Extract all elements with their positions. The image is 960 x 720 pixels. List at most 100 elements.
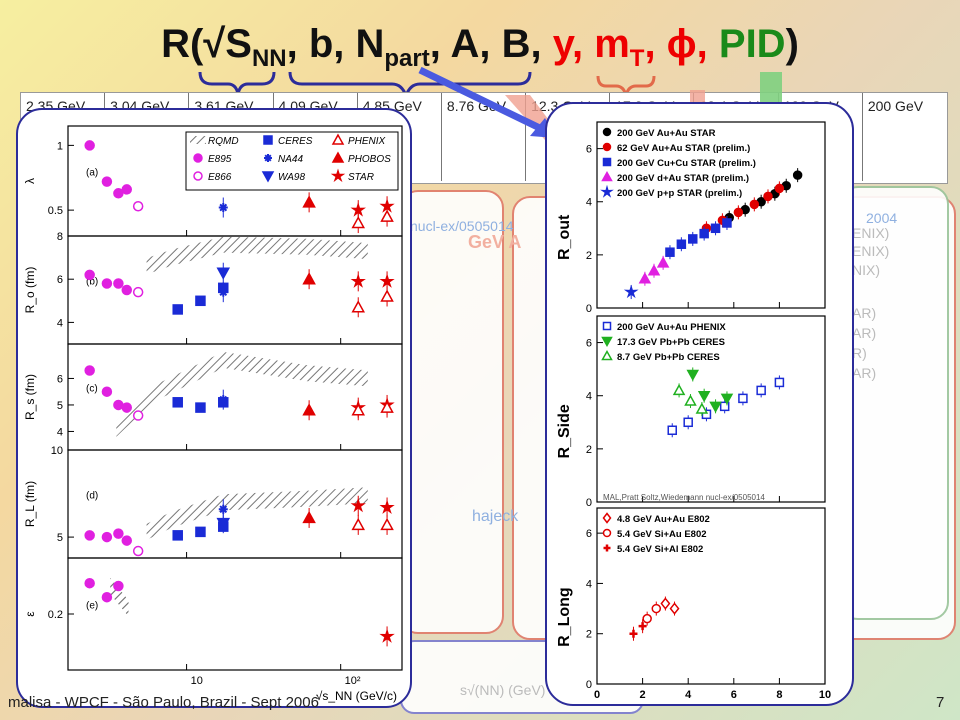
point-17-3-gev-pb-pb-ceres: [686, 369, 700, 382]
point-e895: [84, 577, 95, 589]
point-phenix: [351, 403, 366, 416]
ghost-text-6: ENIX): [852, 243, 890, 259]
left-legend: RQMD CERES PHENIX E895 NA44 PHOBOS E866 WA98 STA…: [185, 131, 399, 191]
point-200-gev-cu-cu-star-prelim: [665, 247, 675, 257]
y-tick-label: 5: [57, 400, 63, 412]
y-tick-label: 0: [586, 497, 592, 509]
ghost-text-11: AR): [852, 365, 877, 381]
x-tick-label: 0: [594, 689, 600, 701]
strip-divider: [861, 93, 863, 181]
legend-label: 200 GeV Cu+Cu STAR (prelim.): [617, 158, 756, 169]
point-62-gev-au-au-star-prelim: [774, 183, 785, 194]
point-ceres: [195, 526, 206, 538]
y-tick-label: 6: [586, 338, 592, 350]
legend-label: 200 GeV Au+Au PHENIX: [617, 322, 726, 333]
legend-label: 200 GeV p+p STAR (prelim.): [617, 188, 742, 199]
y-axis-label: R_Side: [556, 404, 573, 458]
point-phobos: [302, 195, 316, 208]
legend-label: 200 GeV Au+Au STAR: [617, 128, 716, 139]
left-subplot-3: 5 10 R_L (fm) (d): [23, 445, 403, 559]
legend-marker-5-4-gev-si-al-e802: [603, 544, 611, 552]
point-ceres: [195, 295, 206, 307]
point-e895: [113, 278, 124, 289]
point-4-8-gev-au-au-e802: [669, 602, 680, 615]
point-phobos: [302, 510, 316, 524]
point-e895: [101, 278, 113, 289]
right-subplot-frame: [596, 121, 826, 309]
background-panel-1: [400, 190, 504, 634]
point-8-7-gev-pb-pb-ceres: [684, 394, 697, 406]
ghost-text-3: hajeck: [472, 508, 519, 525]
legend-marker-na44: [264, 154, 272, 162]
background-panel-3: [840, 186, 949, 620]
x-tick-label: 6: [731, 689, 737, 701]
point-e895: [101, 386, 113, 397]
strip-divider: [440, 93, 442, 181]
y-tick-label: 4: [586, 578, 592, 590]
point-e866: [132, 286, 144, 298]
legend-marker-e895: [193, 153, 203, 163]
point-na44: [218, 287, 228, 297]
legend-marker-200-gev-au-au-phenix: [602, 321, 612, 331]
point-na44: [218, 203, 228, 213]
y-tick-label: 8: [57, 231, 63, 243]
legend-marker-200-gev-p-p-star-prelim: [600, 184, 614, 198]
legend-marker-wa98: [261, 171, 275, 183]
legend-label: 5.4 GeV Si+Au E802: [617, 529, 707, 540]
left-subplot-frame: [67, 557, 403, 671]
point-phenix: [380, 289, 394, 302]
point-200-gev-au-au-phenix: [701, 409, 712, 420]
right-chart-panel: 0 2 4 6 R_out 200 GeV Au+Au STAR 62 GeV Au+Au …: [545, 102, 854, 706]
point-e895: [101, 531, 113, 543]
legend-marker-5-4-gev-si-au-e802: [602, 528, 612, 538]
rqmd-band: [116, 351, 368, 437]
strip-energy-label: 200 GeV: [867, 98, 924, 114]
point-e895: [121, 284, 133, 296]
point-200-gev-p-p-star-prelim: [623, 284, 639, 299]
legend-marker-rqmd: [190, 136, 206, 144]
point-4-8-gev-au-au-e802: [660, 597, 671, 610]
y-tick-label: 4: [57, 317, 63, 329]
rqmd-band: [146, 487, 368, 540]
right-subplot-frame: [596, 507, 826, 685]
point-200-gev-au-au-phenix: [774, 377, 785, 388]
point-e866: [132, 200, 144, 212]
left-subplot-0: 0.5 1 λ (a): [23, 125, 403, 237]
point-star: [379, 628, 395, 643]
legend-marker-17-3-gev-pb-pb-ceres: [601, 336, 613, 348]
subplot-label: (d): [86, 491, 98, 502]
strip-divider: [525, 93, 527, 181]
right-subplot-2: 0 2 4 6 R_Long 4.8 GeV Au+Au E802 5.4 GeV Si+A…: [556, 507, 826, 691]
legend-label: 8.7 GeV Pb+Pb CERES: [617, 352, 720, 363]
point-e866: [132, 410, 144, 421]
ghost-text-5: ENIX): [852, 225, 890, 241]
point-e895: [101, 176, 113, 187]
legend-label: WA98: [278, 172, 305, 183]
point-5-4-gev-si-au-e802: [642, 613, 652, 624]
page-number: 7: [936, 694, 945, 711]
point-phenix: [351, 300, 366, 313]
y-tick-label: 6: [57, 274, 63, 286]
point-17-3-gev-pb-pb-ceres: [709, 401, 722, 413]
point-e895: [84, 365, 95, 376]
legend-marker-8-7-gev-pb-pb-ceres: [601, 349, 613, 361]
point-e895: [113, 580, 124, 592]
point-200-gev-cu-cu-star-prelim: [722, 218, 732, 228]
left-subplot-2: 4 5 6 R_s (fm) (c): [23, 343, 403, 451]
legend-label: E895: [208, 154, 232, 165]
y-axis-label: R_o (fm): [23, 267, 37, 314]
y-tick-label: 0.2: [48, 609, 63, 621]
point-phobos: [302, 272, 316, 285]
point-star: [350, 273, 366, 288]
point-8-7-gev-pb-pb-ceres: [672, 383, 686, 396]
legend-marker-4-8-gev-au-au-e802: [602, 512, 612, 524]
point-62-gev-au-au-star-prelim: [763, 191, 773, 202]
y-tick-label: 4: [57, 426, 63, 438]
y-axis-label: λ: [23, 178, 37, 184]
point-200-gev-au-au-phenix: [738, 393, 748, 404]
y-tick-label: 2: [586, 250, 592, 262]
right-subplot-1: 0 2 4 6 R_Side 200 GeV Au+Au PHENIX 17.3 GeV P…: [556, 315, 826, 509]
legend-marker-phobos: [331, 151, 345, 163]
legend-marker-62-gev-au-au-star-prelim: [602, 142, 612, 152]
point-ceres: [172, 397, 183, 408]
